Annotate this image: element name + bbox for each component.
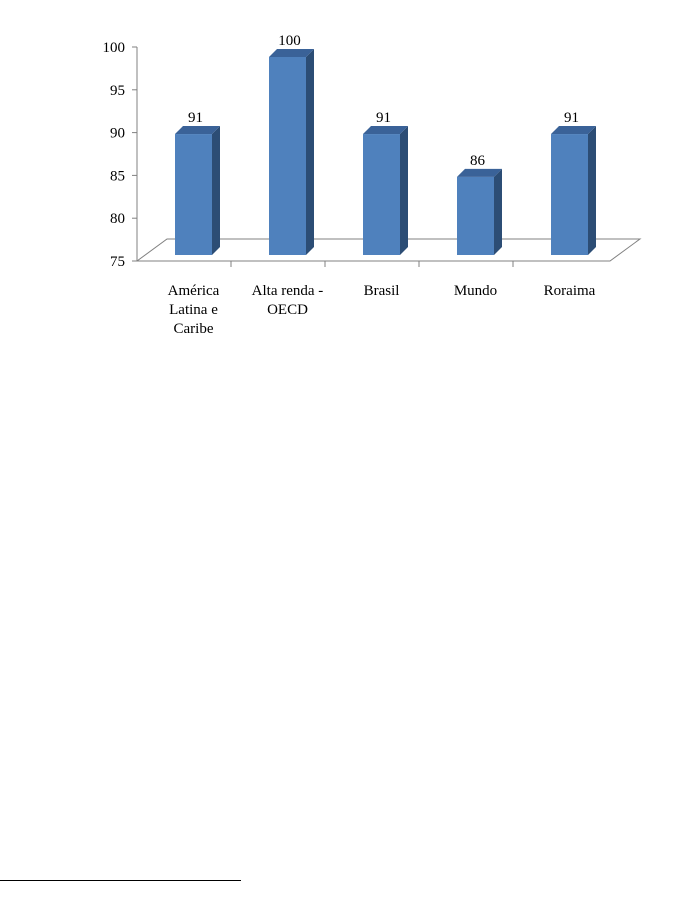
data-label: 91 (564, 110, 579, 126)
bar-side (306, 49, 314, 255)
category-label: América Latina e Caribe (168, 283, 220, 337)
bar-front (551, 134, 588, 255)
category-label-line: Latina e (169, 302, 218, 318)
bars (175, 49, 596, 255)
bar-side (588, 126, 596, 255)
category-label: Brasil (364, 283, 400, 299)
bar-side (212, 126, 220, 255)
bar-top (551, 126, 596, 135)
category-label: Mundo (454, 283, 497, 299)
bar (457, 168, 502, 255)
y-tick-label: 85 (110, 168, 125, 184)
y-tick-label: 95 (110, 83, 125, 99)
bar (175, 126, 220, 255)
bar (363, 126, 408, 255)
category-label-line: Brasil (364, 283, 400, 299)
category-label-line: OECD (267, 302, 308, 318)
bar-front (363, 134, 400, 255)
y-tick-label: 90 (110, 126, 125, 142)
category-labels: América Latina e Caribe Alta renda - OECD Bra… (168, 283, 596, 337)
y-tick-label: 80 (110, 211, 125, 227)
y-axis: 75 80 85 90 95 100 (103, 40, 138, 270)
category-label-line: Mundo (454, 283, 497, 299)
bar-side (400, 126, 408, 255)
bar (269, 49, 314, 255)
y-tick-label: 100 (103, 40, 126, 56)
data-label: 100 (278, 33, 301, 49)
bar-top (175, 126, 220, 135)
bar-front (457, 176, 494, 255)
bar-side (494, 168, 502, 255)
bar-top (457, 168, 502, 177)
category-label: Alta renda - OECD (252, 283, 324, 318)
data-label: 91 (188, 110, 203, 126)
footnote-separator (0, 880, 241, 881)
data-label: 91 (376, 110, 391, 126)
category-label-line: Alta renda - (252, 283, 324, 299)
data-labels: 91 100 91 86 91 (188, 33, 579, 169)
category-label-line: América (168, 283, 220, 299)
category-label-line: Roraima (544, 283, 596, 299)
bar-top (363, 126, 408, 135)
bar (551, 126, 596, 255)
bar-top (269, 49, 314, 57)
data-label: 86 (470, 153, 486, 169)
bar-front (175, 134, 212, 255)
category-label-line: Caribe (174, 321, 214, 337)
bar-chart: 75 80 85 90 95 100 91 100 91 86 91 América Latina … (103, 33, 642, 337)
category-label: Roraima (544, 283, 596, 299)
bar-front (269, 57, 306, 255)
y-tick-label: 75 (110, 254, 125, 270)
